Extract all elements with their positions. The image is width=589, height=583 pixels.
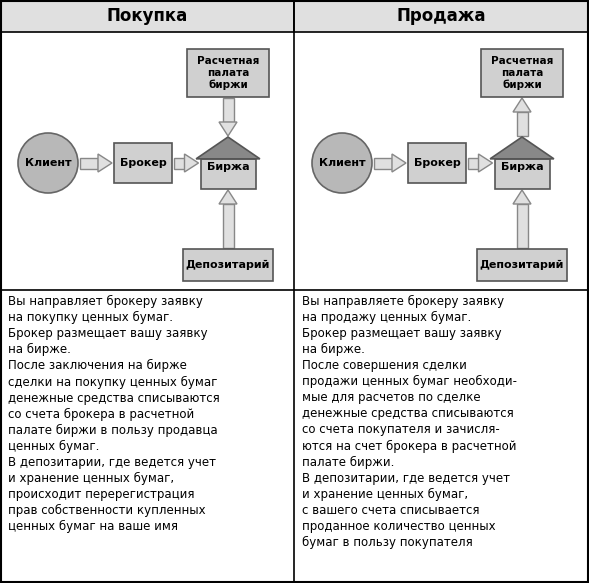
Bar: [477, 249, 567, 281]
Text: Вы направляет брокеру заявку
на покупку ценных бумаг.
Брокер размещает вашу заяв: Вы направляет брокеру заявку на покупку …: [8, 295, 220, 533]
Polygon shape: [513, 98, 531, 112]
Text: Вы направляете брокеру заявку
на продажу ценных бумаг.
Брокер размещает вашу зая: Вы направляете брокеру заявку на продажу…: [302, 295, 517, 549]
Bar: [80, 157, 98, 168]
Polygon shape: [392, 154, 406, 172]
Bar: [408, 143, 466, 183]
Bar: [374, 157, 392, 168]
Circle shape: [312, 133, 372, 193]
Text: Биржа: Биржа: [501, 162, 543, 172]
Text: Продажа: Продажа: [396, 7, 486, 25]
Text: Покупка: Покупка: [107, 7, 188, 25]
Polygon shape: [184, 154, 198, 172]
Bar: [223, 204, 233, 248]
Text: Депозитарий: Депозитарий: [186, 260, 270, 270]
Polygon shape: [98, 154, 112, 172]
Polygon shape: [219, 190, 237, 204]
Text: Клиент: Клиент: [319, 158, 365, 168]
Circle shape: [18, 133, 78, 193]
Bar: [200, 159, 256, 189]
Text: Депозитарий: Депозитарий: [480, 260, 564, 270]
Bar: [183, 249, 273, 281]
Bar: [468, 157, 478, 168]
Bar: [495, 159, 550, 189]
Polygon shape: [196, 137, 260, 159]
Text: Брокер: Брокер: [413, 158, 461, 168]
Bar: [517, 112, 528, 136]
Bar: [481, 49, 563, 97]
Bar: [1, 0, 294, 32]
Polygon shape: [478, 154, 492, 172]
Polygon shape: [490, 137, 554, 159]
Text: Расчетная
палата
биржи: Расчетная палата биржи: [491, 56, 553, 90]
Text: Биржа: Биржа: [207, 162, 249, 172]
Polygon shape: [513, 190, 531, 204]
Bar: [517, 204, 528, 248]
Bar: [223, 98, 233, 122]
Bar: [294, 0, 588, 32]
Text: Клиент: Клиент: [25, 158, 71, 168]
Polygon shape: [219, 122, 237, 136]
Text: Расчетная
палата
биржи: Расчетная палата биржи: [197, 56, 259, 90]
Bar: [187, 49, 269, 97]
Bar: [174, 157, 184, 168]
Text: Брокер: Брокер: [120, 158, 166, 168]
Bar: [114, 143, 172, 183]
